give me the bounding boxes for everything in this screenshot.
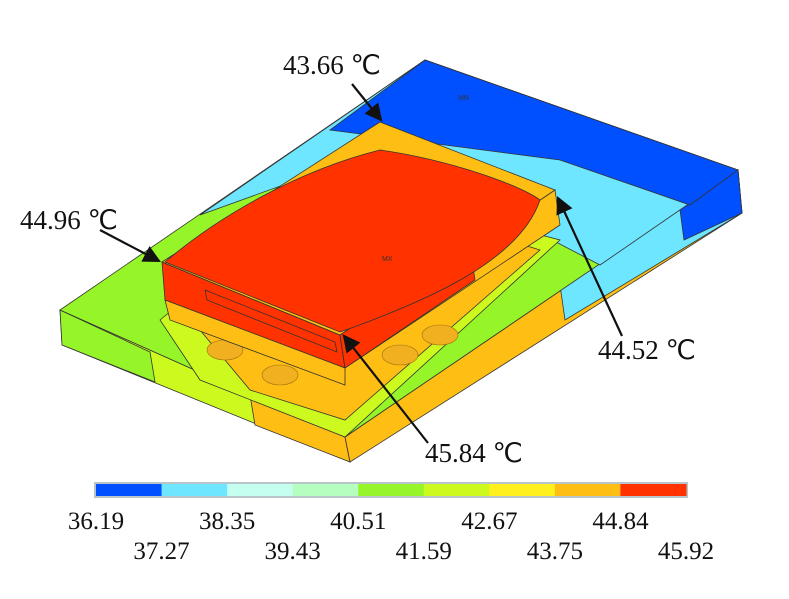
legend-swatch	[161, 484, 228, 496]
legend-swatch	[423, 484, 490, 496]
annotation-arrows	[99, 83, 623, 444]
legend-swatch	[96, 484, 163, 496]
legend-swatch	[292, 484, 359, 496]
legend-tick-label: 37.27	[133, 538, 190, 565]
legend-tick-label: 45.92	[657, 538, 715, 565]
legend-swatch	[554, 484, 621, 496]
max-marker: MX	[382, 256, 393, 263]
annotation-label: 45.84 ℃	[425, 438, 523, 468]
arrow-44-96	[99, 229, 161, 263]
legend-swatch	[489, 484, 556, 496]
color-legend-bar	[94, 482, 688, 498]
annotation-label: 43.66 ℃	[283, 50, 381, 80]
annotation-label: 44.52 ℃	[598, 335, 696, 365]
legend-tick-label: 39.43	[264, 538, 321, 565]
arrow-43-66	[351, 83, 383, 122]
legend-tick-label: 44.84	[592, 508, 649, 535]
legend-tick-label: 41.59	[395, 538, 452, 565]
legend-tick-label: 42.67	[461, 508, 518, 535]
min-marker: MN	[458, 95, 469, 102]
legend-swatch	[358, 484, 425, 496]
legend-tick-label: 36.19	[67, 508, 125, 535]
arrow-45-84	[342, 334, 429, 444]
legend-tick-label: 43.75	[526, 538, 583, 565]
legend-swatch	[620, 484, 687, 496]
chip	[161, 121, 561, 386]
arrow-44-52	[556, 196, 623, 337]
annotation-label: 44.96 ℃	[20, 205, 118, 235]
legend-tick-label: 40.51	[330, 508, 387, 535]
legend-tick-label: 38.35	[198, 508, 256, 535]
solder-balls	[206, 324, 459, 386]
legend-swatch	[227, 484, 294, 496]
